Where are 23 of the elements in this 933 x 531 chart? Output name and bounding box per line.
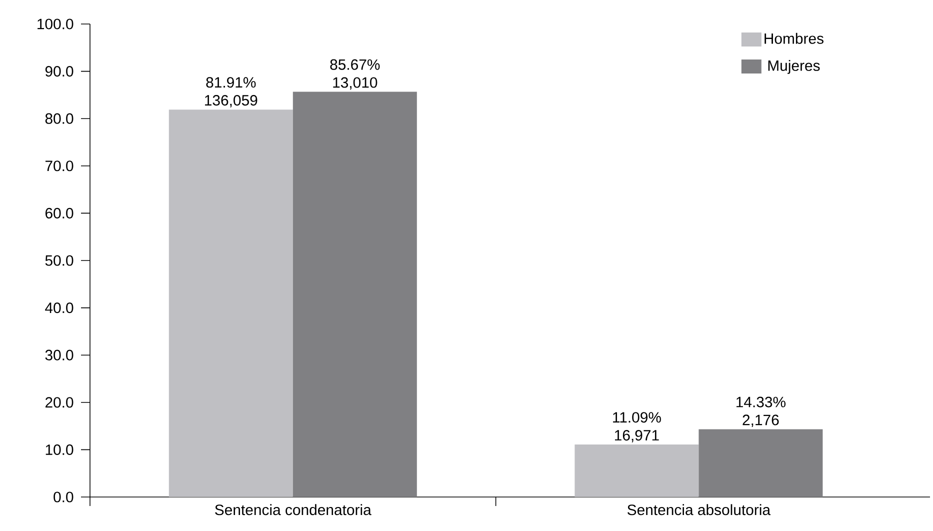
y-tick-label: 40.0	[45, 302, 74, 314]
bar	[698, 429, 823, 497]
data-label: 11.09% 16,971	[613, 412, 661, 442]
legend-label: Hombres	[764, 32, 824, 44]
y-tick-label: 50.0	[45, 255, 74, 266]
y-tick-label: 70.0	[46, 160, 74, 172]
y-tick-label: 10.0	[46, 444, 74, 455]
legend-label: Mujeres	[768, 60, 820, 74]
bar	[292, 92, 417, 497]
y-tick-label: 80.0	[45, 113, 74, 124]
y-tick-label: 90.0	[45, 66, 74, 77]
y-tick-label: 100.0	[38, 18, 74, 30]
y-tick-label: 0.0	[54, 492, 74, 502]
bar	[574, 444, 699, 497]
y-tick-label: 60.0	[46, 208, 74, 218]
y-tick-label: 30.0	[45, 350, 74, 360]
data-label: 14.33% 2,176	[736, 396, 786, 428]
data-label: 85.67% 13,010	[330, 59, 380, 90]
x-tick-label: Sentencia absolutoria	[628, 504, 771, 516]
bar	[168, 110, 293, 497]
y-tick-label: 20.0	[45, 397, 74, 408]
data-label: 81.91% 136,059	[205, 77, 258, 108]
x-tick-label: Sentencia condenatoria	[215, 504, 372, 516]
